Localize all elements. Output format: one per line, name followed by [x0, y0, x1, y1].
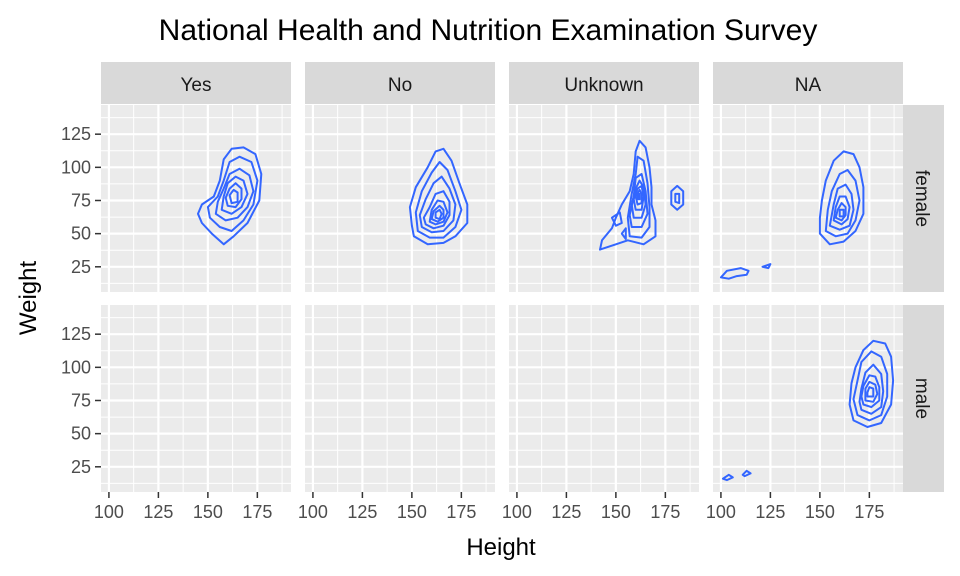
column-strip-label: Unknown: [564, 75, 643, 96]
panel-na-female: [713, 105, 903, 292]
density-contour: [224, 182, 243, 209]
y-tick-label: 125: [61, 324, 91, 344]
x-tick-label: 125: [347, 502, 377, 522]
x-tick-label: 175: [446, 502, 476, 522]
panel-grid: Yes No Unknown NA female male 25 50 75 100 125 25 50…: [61, 62, 944, 522]
density-contour: [206, 155, 259, 232]
density-contour: [430, 204, 445, 223]
density-contour: [428, 199, 449, 226]
density-contour: [414, 161, 463, 239]
strip-bg-yes: [101, 62, 291, 104]
y-tick-label: 100: [61, 357, 91, 377]
panel-na-male: [713, 305, 903, 492]
density-contour: [838, 208, 845, 218]
density-contour: [866, 386, 875, 398]
density-contour: [626, 155, 651, 239]
panel-background: [713, 305, 903, 492]
density-contour: [197, 146, 263, 246]
strip-bg-male: [902, 305, 944, 492]
density-contour: [818, 150, 865, 246]
density-contour: [670, 184, 685, 211]
density-contour: [828, 183, 855, 231]
strip-bg-unknown: [509, 62, 699, 104]
density-contour: [599, 139, 657, 251]
strip-bg-female: [902, 105, 944, 292]
density-contour: [228, 188, 239, 205]
y-tick-label: 25: [71, 457, 91, 477]
x-tick-label: 100: [706, 502, 736, 522]
y-tick-label: 50: [71, 424, 91, 444]
panel-unknown-female: [509, 105, 699, 292]
density-contour: [864, 380, 879, 403]
density-contour: [632, 184, 645, 211]
chart-title: National Health and Nutrition Examinatio…: [159, 14, 818, 47]
panel-background: [305, 305, 495, 492]
column-strip-label: No: [388, 75, 412, 96]
x-tick-label: 175: [242, 502, 272, 522]
x-tick-label: 150: [805, 502, 835, 522]
density-contour: [434, 208, 443, 221]
panel-background: [101, 105, 291, 292]
panel-no-male: [305, 305, 495, 492]
density-contour: [422, 190, 451, 230]
panel-background: [509, 105, 699, 292]
panel-unknown-male: [509, 305, 699, 492]
column-strip-label: NA: [795, 75, 822, 96]
density-contour: [408, 147, 469, 246]
density-contour: [418, 175, 457, 234]
x-tick-label: 175: [650, 502, 680, 522]
y-tick-label: 100: [61, 157, 91, 177]
density-contour: [858, 363, 885, 415]
strip-bg-na: [713, 62, 903, 104]
density-contour: [761, 263, 772, 270]
x-tick-label: 125: [755, 502, 785, 522]
y-tick-label: 75: [71, 190, 91, 210]
y-axis-title: Weight: [15, 261, 42, 336]
x-tick-label: 175: [854, 502, 884, 522]
panel-background: [101, 305, 291, 492]
y-tick-label: 50: [71, 224, 91, 244]
x-tick-label: 100: [502, 502, 532, 522]
density-contour: [852, 350, 889, 422]
density-contour: [741, 469, 752, 478]
x-tick-label: 125: [551, 502, 581, 522]
panel-no-female: [305, 105, 495, 292]
density-contour: [634, 188, 643, 206]
y-tick-label: 25: [71, 257, 91, 277]
y-tick-label: 75: [71, 390, 91, 410]
density-contour: [630, 179, 647, 219]
x-tick-label: 150: [193, 502, 223, 522]
density-contour: [824, 169, 861, 238]
density-contour: [832, 195, 851, 226]
density-contour: [636, 192, 641, 201]
x-tick-label: 100: [298, 502, 328, 522]
density-contour: [834, 202, 847, 222]
x-tick-label: 125: [143, 502, 173, 522]
row-strip-label: female: [911, 170, 932, 227]
x-tick-label: 150: [397, 502, 427, 522]
density-contour: [620, 227, 627, 240]
density-contour: [719, 267, 750, 280]
panel-yes-female: [101, 105, 291, 292]
panel-background: [509, 305, 699, 492]
panel-background: [305, 105, 495, 292]
density-contour: [610, 211, 623, 227]
density-contour: [848, 339, 895, 428]
density-contour: [721, 473, 734, 482]
x-axis-title: Height: [466, 534, 536, 561]
strip-bg-no: [305, 62, 495, 104]
column-strip-label: Yes: [181, 75, 212, 96]
panel-yes-male: [101, 305, 291, 492]
density-contour: [674, 192, 681, 205]
density-contour: [214, 167, 255, 222]
x-tick-label: 100: [94, 502, 124, 522]
x-tick-label: 150: [601, 502, 631, 522]
density-contour: [220, 175, 249, 215]
y-tick-label: 125: [61, 124, 91, 144]
panel-background: [713, 105, 903, 292]
row-strip-label: male: [911, 378, 932, 419]
density-contour: [860, 374, 881, 409]
density-contour: [628, 173, 649, 228]
